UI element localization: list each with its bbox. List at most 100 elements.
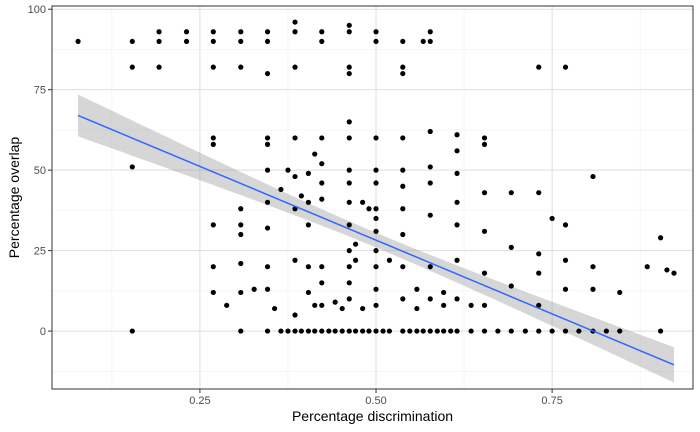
data-point — [481, 328, 488, 334]
data-point — [346, 328, 352, 334]
data-point — [536, 328, 542, 334]
data-point — [495, 328, 501, 334]
data-point — [373, 328, 379, 334]
data-point — [352, 257, 359, 263]
data-point — [427, 38, 433, 45]
data-point — [400, 296, 406, 302]
data-point — [129, 38, 135, 45]
data-point — [129, 164, 135, 170]
data-point — [238, 222, 244, 228]
data-point — [454, 148, 460, 154]
data-point — [373, 38, 379, 45]
data-point — [319, 38, 325, 45]
data-point — [536, 251, 542, 257]
data-point — [264, 141, 271, 147]
data-point — [346, 64, 352, 70]
data-point — [346, 167, 352, 173]
data-point — [441, 289, 447, 296]
data-point — [238, 64, 244, 70]
data-point — [664, 267, 670, 273]
data-point — [373, 206, 379, 212]
data-point — [224, 302, 230, 308]
data-point — [292, 257, 298, 263]
data-point — [549, 328, 555, 334]
data-point — [468, 302, 474, 308]
y-axis-ticks: 0 25 50 75 100 — [28, 4, 52, 338]
data-point — [468, 328, 474, 334]
data-point — [346, 248, 352, 254]
data-point — [264, 70, 271, 77]
data-point — [454, 132, 460, 138]
y-axis-title: Percentage overlap — [6, 137, 22, 259]
data-point — [298, 328, 304, 334]
data-point — [549, 215, 555, 222]
data-point — [210, 135, 216, 141]
data-point — [264, 225, 271, 231]
data-point — [562, 286, 569, 292]
data-point — [292, 135, 298, 141]
data-point — [373, 228, 379, 234]
x-tick-label: 0.75 — [541, 395, 562, 407]
data-point — [400, 70, 406, 77]
data-point — [481, 228, 488, 234]
data-point — [590, 286, 596, 292]
data-point — [238, 29, 244, 35]
data-point — [346, 280, 352, 286]
data-point — [271, 305, 278, 312]
data-point — [400, 183, 406, 189]
data-point — [312, 151, 318, 157]
data-point — [427, 296, 433, 302]
regression-line — [77, 114, 675, 366]
data-point — [210, 264, 216, 270]
data-point — [373, 302, 379, 308]
data-point — [427, 29, 433, 35]
data-point — [319, 264, 325, 270]
data-point — [414, 328, 420, 334]
x-tick-label: 0.50 — [365, 395, 386, 407]
data-point — [508, 328, 514, 334]
grid-minor — [52, 6, 693, 389]
data-point — [414, 286, 420, 292]
data-point — [326, 328, 332, 334]
data-point — [481, 190, 488, 196]
data-point — [380, 328, 386, 334]
data-point — [312, 302, 318, 308]
data-point — [536, 302, 542, 308]
data-point — [657, 235, 664, 241]
data-point — [298, 193, 304, 199]
data-point — [657, 328, 664, 334]
data-point — [427, 180, 433, 186]
data-point — [346, 296, 352, 302]
data-point — [156, 29, 162, 35]
y-tick-label: 75 — [34, 85, 46, 97]
data-point — [441, 302, 447, 308]
data-point — [278, 328, 284, 334]
data-point — [420, 38, 426, 45]
data-point — [400, 135, 406, 141]
data-point — [292, 64, 298, 70]
data-point — [576, 328, 582, 334]
data-point — [373, 286, 379, 292]
data-point — [238, 260, 244, 267]
data-point — [508, 283, 514, 289]
data-point — [278, 186, 284, 193]
data-point — [312, 328, 318, 334]
data-point — [481, 302, 488, 308]
data-point — [264, 167, 271, 173]
data-point — [346, 180, 352, 186]
data-point — [427, 212, 433, 218]
data-point — [373, 29, 379, 35]
data-point — [373, 135, 379, 141]
data-point — [448, 328, 454, 334]
data-point — [352, 241, 359, 247]
data-point — [238, 289, 244, 296]
data-point — [481, 141, 488, 147]
data-point — [319, 29, 325, 35]
data-point — [536, 270, 542, 276]
data-point — [562, 222, 569, 228]
data-point — [400, 328, 406, 334]
data-point — [346, 29, 352, 35]
data-point — [305, 222, 311, 228]
data-point — [346, 264, 352, 270]
data-point — [360, 199, 366, 205]
